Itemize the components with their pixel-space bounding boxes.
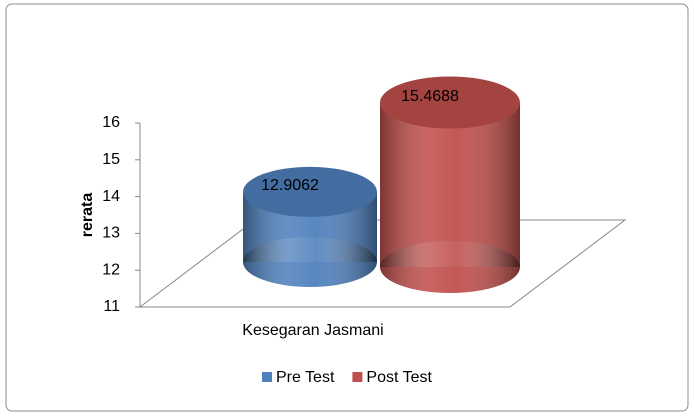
cylinder-top xyxy=(380,76,520,129)
legend-label: Pre Test xyxy=(276,369,335,386)
data-label: 15.4688 xyxy=(401,88,459,105)
cylinder-shade xyxy=(380,102,520,267)
legend-label: Post Test xyxy=(366,369,432,386)
y-tick-label: 15 xyxy=(102,151,120,168)
y-tick-label: 16 xyxy=(102,114,120,131)
data-label: 12.9062 xyxy=(261,177,319,194)
cylinder-top-shade xyxy=(380,76,520,129)
x-tick-label: Kesegaran Jasmani xyxy=(242,322,383,339)
cylinder-top xyxy=(243,166,377,217)
legend-swatch xyxy=(262,372,272,382)
legend-swatch xyxy=(352,372,363,382)
y-tick-label: 14 xyxy=(102,188,120,205)
cylinder-top-shade xyxy=(243,166,377,217)
y-axis-label: rerata xyxy=(79,193,96,238)
cylinder xyxy=(380,76,520,293)
y-tick-label: 11 xyxy=(103,298,120,315)
y-tick-label: 12 xyxy=(102,261,120,278)
cylinder xyxy=(243,166,377,287)
floor xyxy=(138,219,627,308)
y-tick-label: 13 xyxy=(102,225,120,242)
